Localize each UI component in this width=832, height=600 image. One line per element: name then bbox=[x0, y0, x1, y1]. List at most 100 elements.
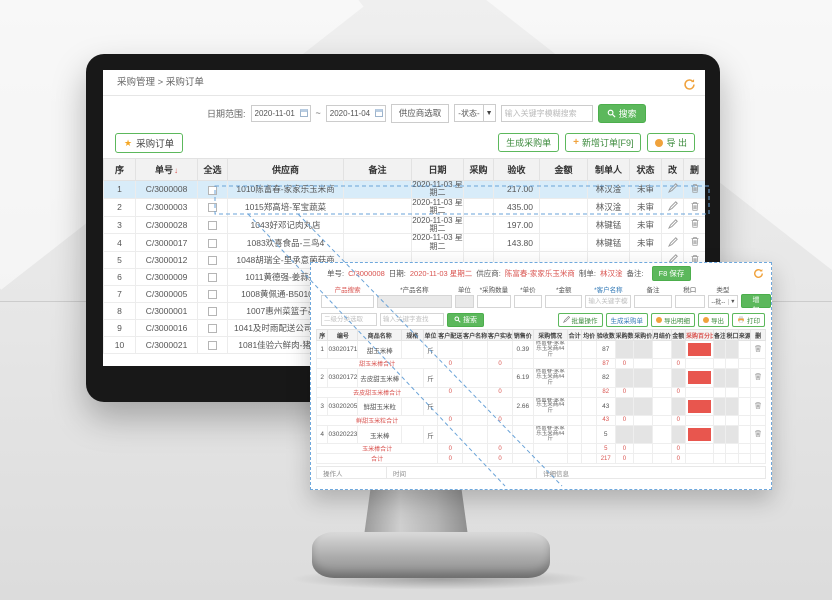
refresh-icon[interactable] bbox=[683, 76, 696, 90]
detail-column-header[interactable]: 删 bbox=[750, 329, 766, 341]
export-button-popup[interactable]: 导出 bbox=[698, 312, 729, 327]
search-button[interactable]: 搜索 bbox=[597, 103, 646, 123]
detail-column-header[interactable]: 验收数 bbox=[595, 329, 616, 341]
delete-icon[interactable] bbox=[683, 197, 705, 217]
orders-column-header[interactable]: 供应商 bbox=[227, 158, 344, 181]
print-button[interactable]: 打印 bbox=[732, 312, 765, 327]
orders-column-header[interactable]: 采购 bbox=[463, 158, 494, 181]
detail-column-header[interactable]: 规格 bbox=[401, 329, 424, 341]
detail-column-header[interactable]: 销售价 bbox=[511, 329, 534, 341]
type-dropdown[interactable]: --批-- ▼ bbox=[707, 295, 738, 308]
order-row[interactable]: 2 C/3000003 1015郑高培-军宝蔬菜 2020-11-03 星期二 435.… bbox=[103, 197, 705, 217]
category-select-input[interactable] bbox=[321, 313, 377, 326]
date-to-input[interactable] bbox=[325, 104, 386, 122]
add-item-button[interactable]: 增 加 bbox=[740, 294, 772, 314]
generate-purchase-button-popup[interactable]: 生成采购单 bbox=[605, 312, 648, 327]
status-dropdown[interactable]: -状态- ▼ bbox=[454, 104, 496, 122]
row-checkbox[interactable] bbox=[208, 341, 217, 351]
orders-column-header[interactable]: 金额 bbox=[539, 158, 588, 181]
row-checkbox[interactable] bbox=[208, 221, 217, 231]
detail-item-row[interactable]: 1 03020171 甜玉米棒斤 0.39 陈富春-家家乐玉米商#4斤 87 bbox=[315, 339, 766, 360]
detail-column-header[interactable]: 客户名称 bbox=[462, 329, 489, 341]
form-field-input[interactable] bbox=[674, 295, 705, 308]
edit-icon[interactable] bbox=[661, 197, 684, 217]
form-field-input[interactable] bbox=[477, 295, 511, 308]
detail-column-header[interactable]: 合计 bbox=[566, 329, 583, 341]
detail-column-header[interactable]: 税口 bbox=[725, 329, 739, 341]
edit-icon[interactable] bbox=[661, 215, 684, 235]
calendar-icon[interactable] bbox=[299, 108, 308, 117]
detail-column-header[interactable]: 来源 bbox=[737, 329, 752, 341]
delete-item-icon[interactable] bbox=[750, 339, 766, 360]
orders-column-header[interactable]: 状态 bbox=[629, 158, 662, 181]
orders-column-header[interactable]: 序 bbox=[103, 158, 136, 181]
add-order-button[interactable]: + 新增订单[F9] bbox=[565, 133, 642, 152]
row-checkbox[interactable] bbox=[208, 185, 217, 195]
detail-column-header[interactable]: 采购价 bbox=[633, 329, 653, 341]
row-checkbox[interactable] bbox=[208, 324, 217, 334]
detail-column-header[interactable]: 单位 bbox=[422, 329, 439, 341]
edit-icon[interactable] bbox=[661, 233, 684, 253]
row-checkbox[interactable] bbox=[208, 307, 217, 317]
detail-item-row[interactable]: 2 03020172 去皮甜玉米棒斤 6.19 陈富春-家家乐玉米商#4斤 82 bbox=[315, 368, 766, 388]
detail-column-header[interactable]: 商品名称 bbox=[357, 329, 403, 341]
detail-column-header[interactable]: 备注 bbox=[713, 329, 727, 341]
calendar-icon[interactable] bbox=[374, 108, 383, 117]
detail-column-header[interactable]: 采购情况 bbox=[532, 329, 568, 341]
form-field-input[interactable] bbox=[513, 295, 543, 308]
form-field-input[interactable] bbox=[585, 295, 632, 308]
detail-column-header[interactable]: 采购百分比 bbox=[685, 329, 715, 341]
detail-cell bbox=[713, 424, 727, 445]
delete-item-icon[interactable] bbox=[750, 424, 766, 445]
detail-item-row[interactable]: 4 03020223 玉米棒斤 陈富春-家家乐玉米商#4斤 5 bbox=[315, 424, 766, 445]
delete-icon[interactable] bbox=[683, 215, 705, 235]
detail-column-header[interactable]: 采购数 bbox=[614, 329, 635, 341]
detail-column-header[interactable]: 序 bbox=[315, 329, 329, 341]
orders-column-header[interactable]: 备注 bbox=[343, 158, 412, 181]
row-checkbox[interactable] bbox=[208, 238, 217, 248]
generate-purchase-button[interactable]: 生成采购单 bbox=[498, 133, 560, 152]
form-field-input[interactable] bbox=[634, 295, 672, 308]
orders-column-header[interactable]: 制单人 bbox=[587, 158, 630, 181]
detail-keyword-input[interactable] bbox=[380, 313, 444, 326]
popup-refresh-icon[interactable] bbox=[753, 268, 764, 279]
detail-column-header[interactable]: 客户实收 bbox=[487, 329, 513, 341]
row-checkbox[interactable] bbox=[208, 203, 217, 213]
form-field-input[interactable] bbox=[545, 295, 583, 308]
batch-operate-button[interactable]: 批量操作 bbox=[557, 312, 603, 327]
orders-column-header[interactable]: 单号↓ bbox=[135, 158, 198, 181]
delete-item-icon[interactable] bbox=[750, 368, 766, 388]
row-checkbox[interactable] bbox=[208, 290, 217, 300]
date-from-input[interactable] bbox=[250, 104, 311, 122]
orders-column-header[interactable]: 删 bbox=[683, 158, 705, 181]
detail-column-header[interactable]: 编号 bbox=[327, 329, 359, 341]
orders-column-header[interactable]: 验收 bbox=[493, 158, 540, 181]
row-checkbox[interactable] bbox=[208, 256, 217, 266]
detail-column-header[interactable]: 月结价 bbox=[651, 329, 672, 341]
form-field-input[interactable] bbox=[454, 295, 475, 308]
order-row[interactable]: 3 C/3000028 1043好邓记肉丸店 2020-11-03 星期二 197.00… bbox=[103, 215, 705, 235]
tab-purchase-orders[interactable]: ★ 采购订单 bbox=[115, 133, 184, 153]
form-field-input[interactable] bbox=[377, 295, 452, 308]
detail-column-header[interactable]: 均价 bbox=[581, 329, 597, 341]
orders-column-header[interactable]: 日期 bbox=[411, 158, 464, 181]
keyword-search-input[interactable] bbox=[500, 104, 593, 122]
delete-icon[interactable] bbox=[683, 233, 705, 253]
detail-search-button[interactable]: 搜索 bbox=[447, 312, 484, 327]
order-row[interactable]: 1 C/3000008 1010陈富春-家家乐玉米商 2020-11-03 星期二 21… bbox=[103, 180, 705, 199]
delete-icon[interactable] bbox=[683, 180, 705, 199]
delete-item-icon[interactable] bbox=[750, 396, 766, 416]
supplier-select-button[interactable]: 供应商选取 bbox=[390, 103, 450, 123]
detail-item-row[interactable]: 3 03020205 鲜甜玉米粒斤 2.66 陈富春-家家乐玉米商#4斤 43 bbox=[315, 396, 766, 416]
save-button[interactable]: F8 保存 bbox=[651, 265, 692, 281]
export-button[interactable]: 导 出 bbox=[647, 133, 695, 152]
edit-icon[interactable] bbox=[661, 180, 684, 199]
export-detail-button[interactable]: 导出明细 bbox=[651, 312, 695, 327]
detail-column-header[interactable]: 客户配送 bbox=[437, 329, 464, 341]
order-row[interactable]: 4 C/3000017 1083欢喜食品-三鸟4 2020-11-03 星期二 143.… bbox=[103, 233, 705, 253]
detail-column-header[interactable]: 金额 bbox=[670, 329, 687, 341]
form-field-input[interactable] bbox=[321, 295, 375, 308]
orders-column-header[interactable]: 全选 bbox=[197, 158, 228, 181]
orders-column-header[interactable]: 改 bbox=[661, 158, 684, 181]
row-checkbox[interactable] bbox=[208, 273, 217, 283]
